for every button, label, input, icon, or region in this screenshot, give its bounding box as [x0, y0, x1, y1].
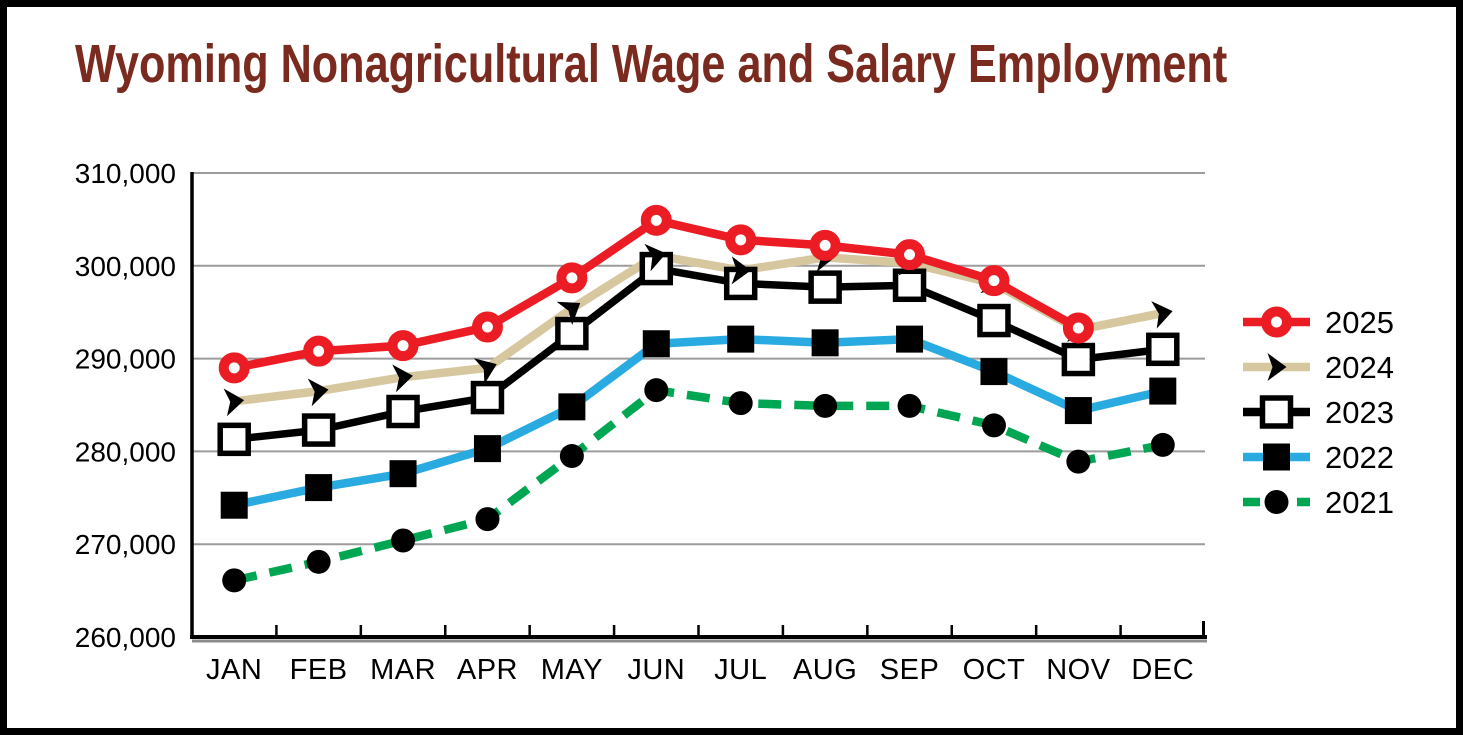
series-2023-marker	[217, 422, 251, 457]
x-axis-label: SEP	[880, 654, 940, 686]
series-2022-marker	[1149, 377, 1177, 405]
x-axis-label: DEC	[1131, 654, 1194, 686]
series-2025-marker	[725, 224, 757, 256]
series-2024-marker	[392, 364, 413, 393]
y-axis-label: 310,000	[75, 158, 176, 189]
x-axis-label: MAY	[541, 654, 603, 686]
series-2021-marker	[1150, 432, 1175, 457]
x-axis-label: NOV	[1046, 654, 1111, 686]
series-2024-marker	[473, 358, 497, 385]
series-2022-marker	[642, 330, 670, 358]
series-2022-marker	[220, 491, 248, 519]
series-2021-marker	[1066, 449, 1091, 474]
series-2022-marker	[896, 325, 924, 353]
series-2023-marker	[386, 394, 420, 429]
x-axis-label: MAR	[370, 654, 436, 686]
series-2023-marker	[1061, 342, 1096, 377]
legend-label-2021: 2021	[1325, 485, 1394, 520]
series-2021-marker	[813, 393, 838, 418]
series-2021-marker	[981, 413, 1006, 438]
series-2025-marker	[640, 204, 672, 236]
x-axis-label: JUN	[627, 654, 685, 686]
series-2021-marker	[644, 378, 669, 403]
series-2023-marker	[555, 316, 589, 351]
series-2025-marker	[1062, 312, 1094, 344]
series-2025-marker	[303, 335, 335, 367]
series-2025-marker	[471, 311, 503, 343]
series-2025-marker-legend	[1261, 306, 1292, 338]
series-2024-marker	[731, 256, 751, 285]
legend-label-2023: 2023	[1325, 395, 1394, 430]
series-2021-marker-legend	[1264, 490, 1289, 514]
series-2023-marker	[808, 270, 842, 304]
series-2024-marker	[1151, 301, 1173, 329]
employment-line-chart: 260,000 270,000 280,000 290,000 300,000 310,0…	[75, 158, 1394, 686]
series-2025-marker	[556, 262, 588, 294]
series-2021-marker	[897, 393, 922, 418]
x-axis-label: APR	[457, 654, 518, 686]
series-2021-marker	[306, 549, 331, 574]
legend-label-2024: 2024	[1325, 350, 1394, 385]
series-2022-marker	[1064, 397, 1092, 425]
series-2021-marker	[728, 391, 753, 416]
series-2021-marker	[475, 507, 500, 532]
series-2024-marker	[644, 243, 667, 272]
series-2021-marker	[391, 528, 416, 553]
series-2022-marker-legend	[1263, 443, 1290, 471]
series-2024-marker	[307, 378, 329, 407]
series-2023-marker	[639, 251, 674, 286]
y-axis-label: 290,000	[75, 344, 176, 375]
x-axis-label: AUG	[793, 654, 857, 686]
x-axis-label: JUL	[714, 654, 767, 686]
series-2022-line	[233, 334, 1164, 510]
series-2025-marker	[809, 229, 841, 261]
series-2021-marker	[559, 444, 584, 469]
series-2023-marker	[977, 303, 1011, 338]
series-2022-marker	[558, 393, 586, 421]
series-2022-marker	[980, 358, 1008, 386]
series-2023-marker	[1146, 332, 1180, 367]
legend-label-2022: 2022	[1325, 440, 1394, 475]
y-axis-label: 270,000	[75, 529, 176, 560]
series-2021-marker	[222, 568, 247, 593]
series-2025-marker	[894, 239, 926, 271]
series-2022-marker	[389, 460, 417, 488]
series-2024-marker	[556, 301, 581, 326]
series-2022-marker	[305, 474, 333, 502]
series-2025-marker	[218, 352, 250, 384]
legend-label-2025: 2025	[1325, 305, 1394, 340]
series-2023-marker-legend	[1259, 395, 1294, 429]
x-axis-label: JAN	[206, 654, 262, 686]
series-2023-marker	[470, 380, 505, 415]
series-2022-marker	[811, 329, 839, 357]
series-2023-marker	[301, 413, 336, 447]
y-axis-label: 260,000	[75, 622, 176, 653]
series-2023-marker	[892, 268, 927, 303]
series-2025-marker	[978, 265, 1010, 297]
y-axis-label: 280,000	[75, 436, 176, 467]
series-2022-marker	[727, 325, 755, 353]
series-2024-marker-legend	[1267, 353, 1287, 381]
chart-title: Wyoming Nonagricultural Wage and Salary …	[75, 34, 1228, 94]
x-axis-label: FEB	[290, 654, 348, 686]
series-2024-marker	[223, 388, 245, 417]
series-2022-marker	[473, 435, 501, 463]
series-2025-marker	[387, 330, 419, 362]
y-axis-label: 300,000	[75, 251, 176, 282]
x-axis-label: OCT	[963, 654, 1026, 686]
series-2021-line	[233, 385, 1164, 585]
